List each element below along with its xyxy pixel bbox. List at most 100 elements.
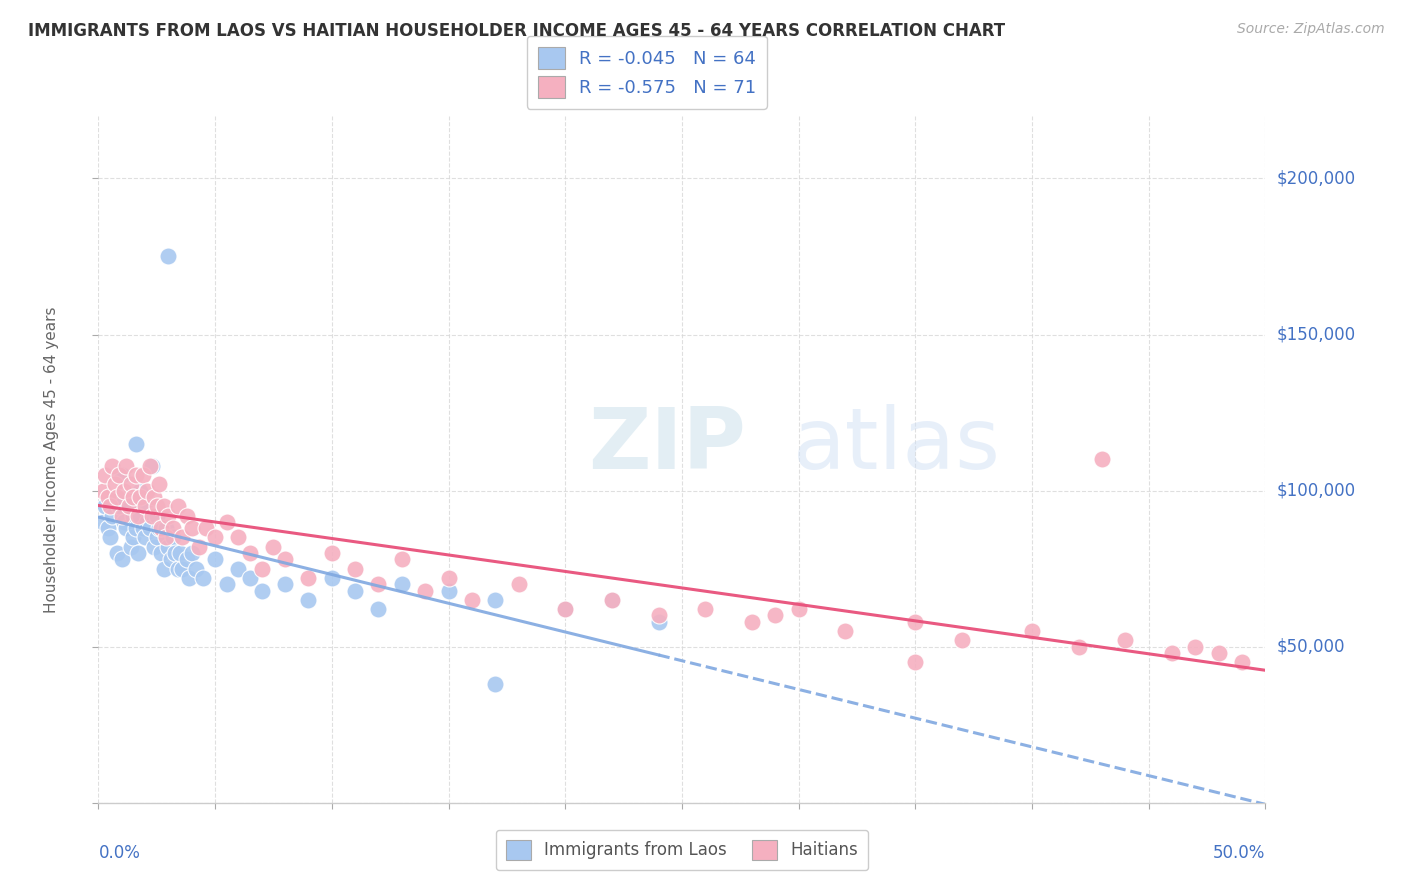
Point	[262, 540, 284, 554]
Point	[1114, 633, 1136, 648]
Text: 0.0%: 0.0%	[98, 844, 141, 862]
Point	[391, 552, 413, 566]
Point	[127, 508, 149, 523]
Point	[344, 562, 367, 576]
Point	[101, 458, 124, 473]
Text: IMMIGRANTS FROM LAOS VS HAITIAN HOUSEHOLDER INCOME AGES 45 - 64 YEARS CORRELATIO: IMMIGRANTS FROM LAOS VS HAITIAN HOUSEHOL…	[28, 22, 1005, 40]
Point	[165, 546, 187, 560]
Point	[111, 467, 134, 482]
Point	[1091, 452, 1114, 467]
Point	[129, 490, 152, 504]
Point	[204, 552, 226, 566]
Point	[134, 500, 156, 514]
Point	[118, 500, 141, 514]
Point	[344, 583, 367, 598]
Point	[1230, 655, 1253, 669]
Point	[150, 521, 173, 535]
Point	[101, 508, 124, 523]
Point	[950, 633, 973, 648]
Point	[120, 540, 142, 554]
Point	[112, 483, 135, 498]
Point	[239, 571, 262, 585]
Point	[228, 530, 250, 544]
Point	[125, 436, 148, 450]
Point	[180, 521, 202, 535]
Point	[166, 500, 188, 514]
Point	[122, 508, 145, 523]
Point	[461, 592, 484, 607]
Point	[484, 592, 506, 607]
Point	[1208, 646, 1230, 660]
Point	[157, 250, 180, 264]
Point	[132, 467, 155, 482]
Point	[146, 500, 169, 514]
Text: $150,000: $150,000	[1277, 326, 1355, 343]
Point	[367, 602, 389, 616]
Text: $50,000: $50,000	[1277, 638, 1346, 656]
Point	[143, 540, 166, 554]
Point	[193, 571, 215, 585]
Point	[136, 483, 159, 498]
Point	[274, 552, 297, 566]
Point	[215, 577, 238, 591]
Point	[122, 490, 145, 504]
Point	[904, 615, 927, 629]
Point	[204, 530, 226, 544]
Point	[554, 602, 576, 616]
Text: ZIP: ZIP	[589, 404, 747, 487]
Point	[152, 500, 174, 514]
Point	[297, 592, 319, 607]
Point	[554, 602, 576, 616]
Point	[367, 577, 389, 591]
Point	[172, 530, 194, 544]
Point	[176, 552, 198, 566]
Point	[122, 530, 145, 544]
Text: Householder Income Ages 45 - 64 years: Householder Income Ages 45 - 64 years	[44, 306, 59, 613]
Point	[166, 562, 188, 576]
Point	[1067, 640, 1090, 654]
Point	[129, 508, 152, 523]
Point	[437, 583, 460, 598]
Point	[115, 521, 138, 535]
Point	[484, 677, 506, 691]
Point	[98, 530, 121, 544]
Point	[94, 500, 117, 514]
Point	[215, 515, 238, 529]
Point	[115, 458, 138, 473]
Point	[391, 577, 413, 591]
Point	[91, 483, 114, 498]
Point	[250, 583, 273, 598]
Point	[146, 530, 169, 544]
Text: 50.0%: 50.0%	[1213, 844, 1265, 862]
Point	[143, 490, 166, 504]
Point	[157, 508, 180, 523]
Point	[139, 521, 162, 535]
Point	[112, 515, 135, 529]
Point	[239, 546, 262, 560]
Point	[159, 552, 181, 566]
Legend: Immigrants from Laos, Haitians: Immigrants from Laos, Haitians	[496, 830, 868, 870]
Point	[155, 521, 177, 535]
Point	[600, 592, 623, 607]
Point	[787, 602, 810, 616]
Point	[120, 477, 142, 491]
Text: $200,000: $200,000	[1277, 169, 1355, 187]
Point	[162, 521, 184, 535]
Point	[176, 508, 198, 523]
Point	[157, 540, 180, 554]
Point	[125, 467, 148, 482]
Point	[647, 608, 669, 623]
Point	[187, 540, 209, 554]
Point	[105, 490, 128, 504]
Point	[97, 521, 120, 535]
Point	[91, 515, 114, 529]
Text: atlas: atlas	[793, 404, 1001, 487]
Point	[132, 521, 155, 535]
Point	[155, 530, 177, 544]
Point	[169, 546, 191, 560]
Point	[904, 655, 927, 669]
Point	[141, 458, 163, 473]
Text: Source: ZipAtlas.com: Source: ZipAtlas.com	[1237, 22, 1385, 37]
Point	[695, 602, 717, 616]
Point	[136, 515, 159, 529]
